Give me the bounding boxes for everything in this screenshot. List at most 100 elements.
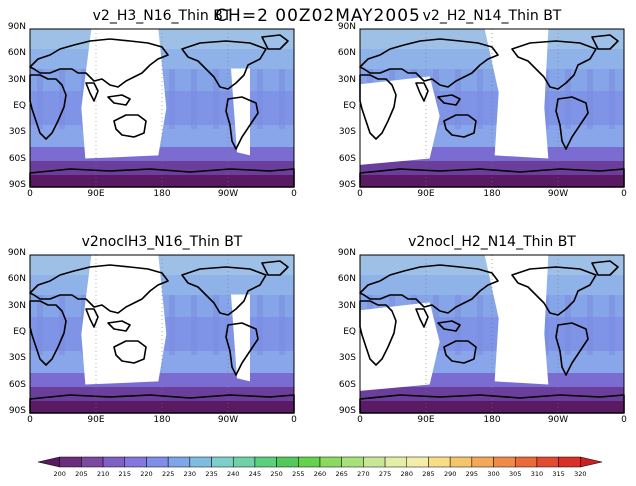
longitude-tick-label: 0 bbox=[291, 189, 297, 199]
colorbar-swatch bbox=[536, 456, 559, 468]
latitude-tick-label: 30S bbox=[8, 127, 26, 138]
colorbar-swatch bbox=[580, 456, 603, 468]
latitude-tick-label: 30S bbox=[338, 127, 356, 138]
longitude-tick-label: 90W bbox=[217, 189, 239, 199]
colorbar-swatch bbox=[428, 456, 451, 468]
colorbar-tick-label: 290 bbox=[444, 470, 456, 478]
colorbar-tick-label: 200 bbox=[53, 470, 65, 478]
colorbar-tick-label: 240 bbox=[227, 470, 239, 478]
map-panel-3: v2noclH3_N16_Thin BT 90N 60N 30N EQ 30S 60S 90S… bbox=[0, 234, 300, 430]
longitude-tick-label: 0 bbox=[621, 189, 627, 199]
latitude-tick-label: 60N bbox=[7, 274, 26, 285]
colorbar-tick-label: 260 bbox=[314, 470, 326, 478]
colorbar-tick-label: 310 bbox=[531, 470, 543, 478]
longitude-tick-label: 0 bbox=[357, 189, 363, 199]
brightness-temperature-map bbox=[359, 254, 625, 414]
colorbar-tick-label: 205 bbox=[75, 470, 87, 478]
longitude-tick-label: 90W bbox=[547, 415, 569, 425]
colorbar-tick-label: 320 bbox=[574, 470, 586, 478]
latitude-tick-label: 60S bbox=[8, 153, 26, 164]
latitude-tick-label: 30N bbox=[7, 74, 26, 85]
longitude-tick-label: 90E bbox=[87, 415, 105, 425]
colorbar-tick-label: 295 bbox=[466, 470, 478, 478]
colorbar-swatch bbox=[211, 456, 234, 468]
latitude-tick-label: 30N bbox=[337, 300, 356, 311]
colorbar-tick-label: 270 bbox=[357, 470, 369, 478]
colorbar-tick-label: 220 bbox=[140, 470, 152, 478]
colorbar-tick-label: 250 bbox=[270, 470, 282, 478]
colorbar-swatch bbox=[81, 456, 104, 468]
colorbar-swatch bbox=[298, 456, 321, 468]
colorbar-swatch bbox=[59, 456, 82, 468]
latitude-tick-label: 60N bbox=[337, 48, 356, 59]
longitude-tick-label: 0 bbox=[621, 415, 627, 425]
panel-title: v2nocl_H2_N14_Thin BT bbox=[408, 234, 576, 250]
longitude-tick-label: 90E bbox=[417, 189, 435, 199]
latitude-tick-label: 60S bbox=[8, 379, 26, 390]
longitude-tick-label: 180 bbox=[153, 189, 171, 199]
colorbar-swatch bbox=[232, 456, 256, 468]
colorbar-swatch bbox=[471, 456, 494, 468]
latitude-tick-label: 90S bbox=[338, 180, 356, 190]
latitude-tick-label: 90N bbox=[7, 248, 26, 258]
latitude-tick-label: 90N bbox=[337, 22, 356, 32]
colorbar-swatch bbox=[124, 456, 147, 468]
latitude-tick-label: 60N bbox=[337, 274, 356, 285]
colorbar-swatch bbox=[37, 456, 60, 468]
colorbar-tick-label: 210 bbox=[97, 470, 109, 478]
colorbar-swatch bbox=[254, 456, 277, 468]
latitude-tick-label: 90N bbox=[7, 22, 26, 32]
latitude-tick-label: 90N bbox=[337, 248, 356, 258]
colorbar-tick-label: 285 bbox=[422, 470, 434, 478]
colorbar-swatch bbox=[493, 456, 516, 468]
colorbar-tick-label: 300 bbox=[487, 470, 499, 478]
latitude-tick-label: 60S bbox=[338, 153, 356, 164]
longitude-tick-label: 180 bbox=[483, 189, 501, 199]
colorbar-swatch bbox=[514, 456, 538, 468]
colorbar-swatch bbox=[449, 456, 473, 468]
longitude-tick-label: 0 bbox=[357, 415, 363, 425]
longitude-tick-label: 0 bbox=[291, 415, 297, 425]
map-panel-4: v2nocl_H2_N14_Thin BT 90N 60N 30N EQ 30S 60S 90… bbox=[330, 234, 630, 430]
figure-title: CH=2 00Z02MAY2005 bbox=[215, 6, 421, 26]
panel-title: v2_H3_N16_Thin BT bbox=[92, 8, 232, 24]
longitude-tick-label: 0 bbox=[27, 189, 33, 199]
latitude-tick-label: 30N bbox=[337, 74, 356, 85]
longitude-tick-label: 0 bbox=[27, 415, 33, 425]
latitude-tick-label: 30N bbox=[7, 300, 26, 311]
latitude-tick-label: EQ bbox=[13, 327, 26, 337]
colorbar-swatch bbox=[146, 456, 169, 468]
latitude-tick-label: 60N bbox=[7, 48, 26, 59]
colorbar-swatch bbox=[384, 456, 408, 468]
map-panel-2: v2_H2_N14_Thin BT 90N 60N 30N EQ 30S 60S 90S 0 90… bbox=[330, 8, 630, 204]
colorbar-tick-label: 230 bbox=[184, 470, 196, 478]
colorbar-swatch bbox=[167, 456, 191, 468]
panel-title: v2noclH3_N16_Thin BT bbox=[81, 234, 243, 250]
brightness-temperature-map bbox=[29, 254, 295, 414]
colorbar-tick-label: 255 bbox=[292, 470, 304, 478]
colorbar-swatch bbox=[341, 456, 364, 468]
latitude-tick-label: EQ bbox=[343, 327, 356, 337]
colorbar-tick-label: 215 bbox=[119, 470, 131, 478]
colorbar-tick-label: 265 bbox=[335, 470, 347, 478]
colorbar-tick-label: 305 bbox=[509, 470, 521, 478]
longitude-tick-label: 90E bbox=[87, 189, 105, 199]
latitude-tick-label: 90S bbox=[8, 180, 26, 190]
brightness-temperature-map bbox=[29, 28, 295, 188]
latitude-tick-label: EQ bbox=[343, 101, 356, 111]
brightness-temperature-map bbox=[359, 28, 625, 188]
colorbar-tick-label: 275 bbox=[379, 470, 391, 478]
longitude-tick-label: 90W bbox=[217, 415, 239, 425]
latitude-tick-label: 30S bbox=[338, 353, 356, 364]
colorbar-tick-label: 225 bbox=[162, 470, 174, 478]
panel-title: v2_H2_N14_Thin BT bbox=[422, 8, 562, 24]
map-panel-1: v2_H3_N16_Thin BT 90N 60N 30N EQ 30S 60S 90S 0 90… bbox=[0, 8, 300, 204]
latitude-tick-label: 30S bbox=[8, 353, 26, 364]
longitude-tick-label: 180 bbox=[483, 415, 501, 425]
latitude-tick-label: EQ bbox=[13, 101, 26, 111]
longitude-tick-label: 90E bbox=[417, 415, 435, 425]
latitude-tick-label: 90S bbox=[8, 406, 26, 416]
longitude-tick-label: 180 bbox=[153, 415, 171, 425]
colorbar-swatch bbox=[189, 456, 212, 468]
colorbar-tick-label: 245 bbox=[249, 470, 261, 478]
